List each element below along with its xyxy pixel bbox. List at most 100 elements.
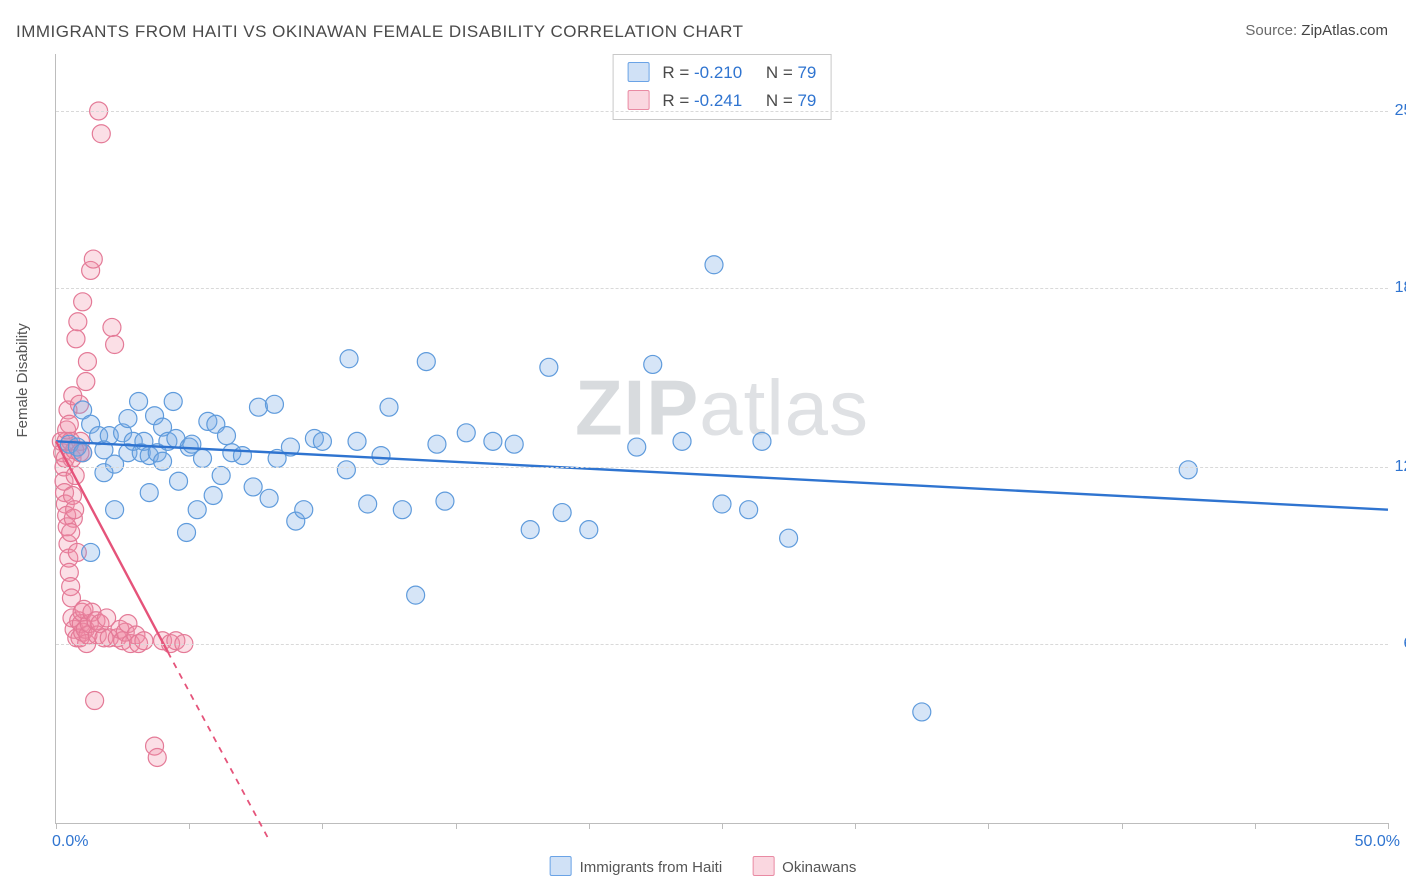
- legend-label-blue: Immigrants from Haiti: [580, 859, 723, 876]
- data-point: [217, 427, 235, 445]
- data-point: [106, 501, 124, 519]
- data-point: [164, 392, 182, 410]
- source-label: Source:: [1245, 22, 1301, 39]
- data-point: [265, 395, 283, 413]
- data-point: [705, 256, 723, 274]
- data-point: [313, 432, 331, 450]
- data-point: [372, 447, 390, 465]
- data-point: [553, 504, 571, 522]
- data-point: [60, 415, 78, 433]
- data-point: [644, 355, 662, 373]
- data-point: [740, 501, 758, 519]
- bottom-legend: Immigrants from Haiti Okinawans: [550, 856, 857, 876]
- data-point: [188, 501, 206, 519]
- data-point: [103, 318, 121, 336]
- swatch-blue-icon: [550, 856, 572, 876]
- plot-area: ZIPatlas R = -0.210 N = 79 R = -0.241 N …: [55, 54, 1388, 824]
- chart-title: IMMIGRANTS FROM HAITI VS OKINAWAN FEMALE…: [16, 22, 744, 42]
- legend-item-blue: Immigrants from Haiti: [550, 856, 723, 876]
- data-point: [135, 632, 153, 650]
- x-tick: [855, 823, 856, 829]
- data-point: [77, 373, 95, 391]
- data-point: [348, 432, 366, 450]
- x-tick: [722, 823, 723, 829]
- x-tick: [589, 823, 590, 829]
- data-point: [204, 486, 222, 504]
- x-axis-max-label: 50.0%: [1355, 833, 1400, 851]
- data-point: [194, 449, 212, 467]
- x-tick: [988, 823, 989, 829]
- data-point: [340, 350, 358, 368]
- data-point: [178, 523, 196, 541]
- y-tick-label: 18.8%: [1390, 279, 1406, 297]
- data-point: [673, 432, 691, 450]
- data-point: [130, 392, 148, 410]
- data-point: [106, 336, 124, 354]
- data-point: [233, 447, 251, 465]
- data-point: [913, 703, 931, 721]
- data-point: [457, 424, 475, 442]
- x-tick: [1255, 823, 1256, 829]
- data-point: [428, 435, 446, 453]
- data-point: [78, 353, 96, 371]
- y-tick-label: 25.0%: [1390, 102, 1406, 120]
- x-tick: [1122, 823, 1123, 829]
- x-tick: [56, 823, 57, 829]
- data-point: [407, 586, 425, 604]
- data-point: [119, 410, 137, 428]
- swatch-pink-icon: [752, 856, 774, 876]
- data-point: [244, 478, 262, 496]
- data-point: [380, 398, 398, 416]
- data-point: [540, 358, 558, 376]
- source-value: ZipAtlas.com: [1301, 22, 1388, 39]
- data-point: [521, 521, 539, 539]
- legend-label-pink: Okinawans: [782, 859, 856, 876]
- data-point: [82, 543, 100, 561]
- y-axis-title: Female Disability: [14, 323, 31, 437]
- gridline: [56, 111, 1388, 112]
- data-point: [359, 495, 377, 513]
- data-point: [713, 495, 731, 513]
- data-point: [62, 523, 80, 541]
- data-point: [249, 398, 267, 416]
- x-tick: [322, 823, 323, 829]
- data-point: [74, 444, 92, 462]
- data-point: [148, 748, 166, 766]
- data-point: [393, 501, 411, 519]
- data-point: [295, 501, 313, 519]
- data-point: [780, 529, 798, 547]
- source-line: Source: ZipAtlas.com: [1245, 22, 1388, 39]
- data-point: [67, 330, 85, 348]
- data-point: [505, 435, 523, 453]
- data-point: [69, 313, 87, 331]
- data-point: [74, 293, 92, 311]
- data-point: [436, 492, 454, 510]
- legend-item-pink: Okinawans: [752, 856, 856, 876]
- x-tick: [456, 823, 457, 829]
- data-point: [1179, 461, 1197, 479]
- data-point: [92, 125, 110, 143]
- data-point: [212, 467, 230, 485]
- data-point: [66, 501, 84, 519]
- y-tick-label: 12.5%: [1390, 458, 1406, 476]
- gridline: [56, 467, 1388, 468]
- data-point: [140, 484, 158, 502]
- x-tick: [1388, 823, 1389, 829]
- regression-line: [168, 652, 269, 840]
- data-point: [580, 521, 598, 539]
- data-point: [753, 432, 771, 450]
- data-point: [260, 489, 278, 507]
- x-axis-min-label: 0.0%: [52, 833, 88, 851]
- gridline: [56, 644, 1388, 645]
- data-point: [417, 353, 435, 371]
- data-point: [84, 250, 102, 268]
- x-tick: [189, 823, 190, 829]
- data-point: [170, 472, 188, 490]
- gridline: [56, 288, 1388, 289]
- data-point: [484, 432, 502, 450]
- data-point: [86, 692, 104, 710]
- data-point: [337, 461, 355, 479]
- plot-svg: [56, 54, 1388, 823]
- data-point: [628, 438, 646, 456]
- y-tick-label: 6.3%: [1390, 635, 1406, 653]
